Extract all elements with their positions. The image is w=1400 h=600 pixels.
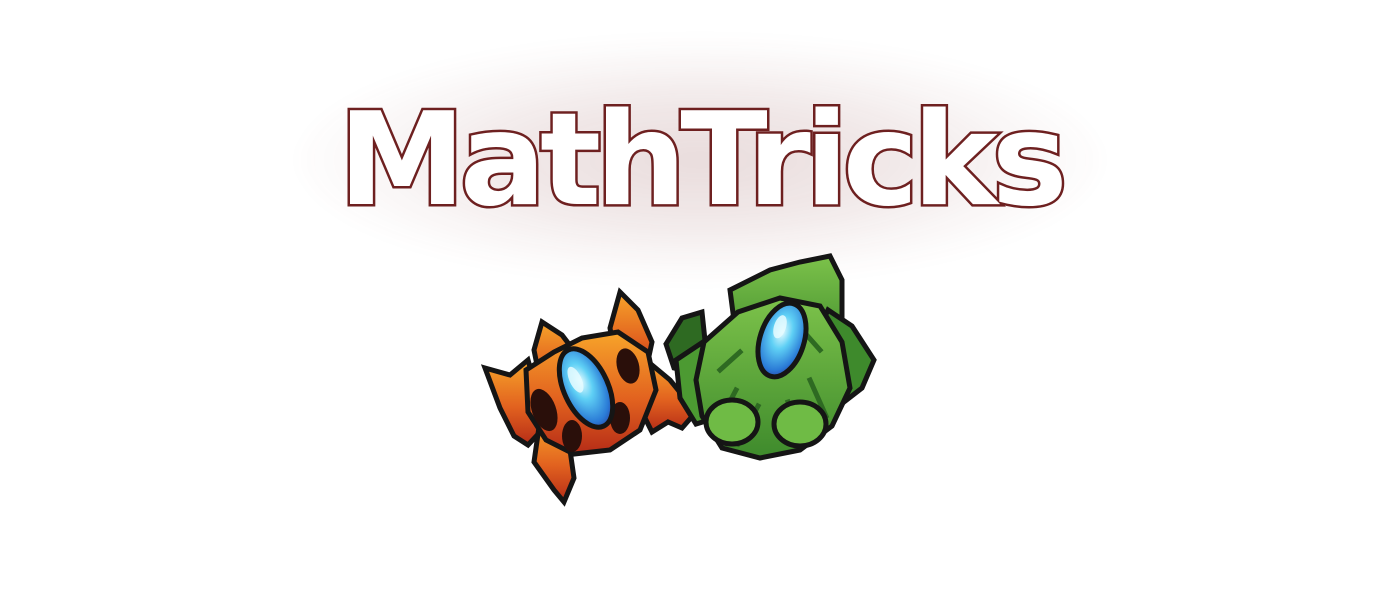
fire-seed-left bbox=[530, 388, 558, 432]
title-glow bbox=[300, 40, 1100, 280]
leaf-crystal bbox=[755, 300, 809, 380]
fire-seed-right bbox=[616, 348, 640, 384]
emblem-svg bbox=[480, 253, 877, 507]
leaf-crystal-emblem bbox=[663, 253, 877, 461]
fire-crystal-emblem bbox=[480, 287, 700, 507]
title-artwork bbox=[470, 240, 900, 520]
game-title: MathTricks bbox=[336, 84, 1071, 238]
leaf-bulb-left bbox=[703, 397, 761, 447]
leaf-bulb-right bbox=[771, 399, 829, 449]
fire-crystal bbox=[556, 346, 616, 430]
fire-seed-mid bbox=[562, 420, 582, 452]
